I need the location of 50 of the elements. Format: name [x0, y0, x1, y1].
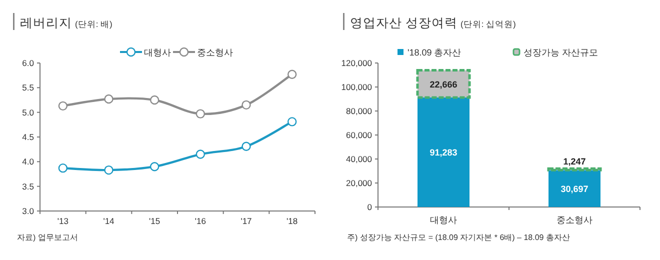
y-tick-label: 6.0	[22, 58, 34, 68]
data-label: 91,283	[430, 148, 458, 158]
x-tick-label: '16	[194, 216, 206, 226]
y-tick-label: 80,000	[346, 106, 372, 116]
point	[150, 162, 160, 172]
y-tick-label: 3.0	[22, 206, 34, 216]
y-tick-label: 120,000	[341, 58, 372, 68]
legend-label: 대형사	[144, 48, 171, 58]
x-tick-label: '18	[286, 216, 298, 226]
point	[58, 163, 68, 173]
point	[58, 101, 68, 111]
point	[150, 95, 160, 105]
legend-label: 중소형사	[197, 48, 233, 58]
y-tick-label: 20,000	[346, 178, 372, 188]
data-label: 22,666	[430, 79, 458, 90]
x-tick-label: 중소형사	[556, 215, 592, 225]
y-tick-label: 40,000	[346, 154, 372, 164]
y-tick-label: 100,000	[341, 82, 372, 92]
y-tick-label: 4.0	[22, 156, 34, 167]
point	[242, 100, 251, 110]
legend-label: '18.09 총자산	[408, 48, 462, 58]
x-tick-label: 대형사	[430, 215, 457, 225]
y-tick-label: 5.0	[22, 107, 34, 118]
y-tick-label: 60,000	[346, 130, 372, 140]
text: 자료) 업무보고서	[17, 233, 78, 242]
y-tick-label: 3.5	[22, 181, 34, 192]
x-tick-label: '17	[240, 216, 252, 226]
chart-subtitle: (단위: 배)	[75, 19, 113, 29]
text: 주) 성장가능 자산규모 = (18.09 자기자본 * 6배) – 18.09 총자산	[347, 233, 570, 242]
point	[104, 165, 114, 175]
point	[104, 94, 114, 104]
data-label: 1,247	[563, 156, 586, 167]
chart-title: 레버리지	[20, 16, 72, 30]
point	[196, 150, 206, 159]
point	[287, 117, 297, 126]
bar	[416, 69, 471, 99]
data-label: 30,697	[560, 184, 588, 194]
x-tick-label: '14	[103, 216, 115, 226]
y-tick-label: 0	[367, 202, 372, 212]
point	[287, 70, 297, 79]
x-tick-label: '13	[57, 216, 69, 226]
chart-subtitle: (단위: 십억원)	[460, 19, 516, 29]
y-tick-label: 4.5	[22, 132, 34, 142]
bar	[548, 170, 600, 207]
bar	[418, 97, 470, 207]
y-tick-label: 5.5	[22, 82, 34, 93]
point	[242, 142, 251, 151]
point	[196, 109, 206, 118]
x-tick-label: '15	[149, 216, 160, 226]
chart-title: 영업자산 성장여력	[350, 16, 458, 30]
